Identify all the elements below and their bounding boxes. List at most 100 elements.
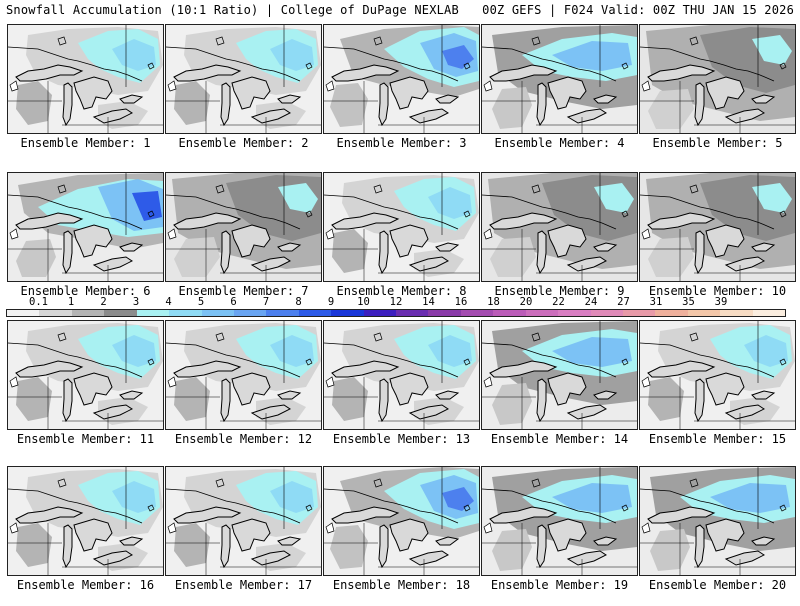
ensemble-member-panel: Ensemble Member: 17 — [165, 466, 322, 606]
scale-swatch — [493, 310, 526, 316]
scale-swatch — [687, 310, 721, 316]
scale-tick-label: 35 — [682, 296, 695, 308]
snowfall-map-svg — [324, 25, 479, 133]
snowfall-map-svg — [166, 25, 321, 133]
scale-tick-label: 6 — [230, 296, 237, 308]
ensemble-member-label: Ensemble Member: 6 — [20, 284, 151, 298]
snowfall-color-scale: 0.1 1 2 3 4 5 6 7 8 9 10 12 14 16 18 20 22 24 27 31 35 39 — [6, 296, 786, 318]
snowfall-map — [323, 172, 480, 282]
ensemble-member-label: Ensemble Member: 3 — [336, 136, 467, 150]
ensemble-member-label: Ensemble Member: 18 — [332, 578, 471, 592]
scale-swatch — [266, 310, 299, 316]
ensemble-member-label: Ensemble Member: 10 — [648, 284, 787, 298]
ensemble-member-panel: Ensemble Member: 16 — [7, 466, 164, 606]
ensemble-member-panel: Ensemble Member: 10 — [639, 172, 796, 312]
ensemble-member-label: Ensemble Member: 17 — [174, 578, 313, 592]
scale-swatch — [558, 310, 591, 316]
ensemble-member-panel: Ensemble Member: 4 — [481, 24, 638, 164]
snowfall-map — [165, 466, 322, 576]
ensemble-member-panel: Ensemble Member: 11 — [7, 320, 164, 460]
scale-swatch — [752, 310, 786, 316]
ensemble-member-panel: Ensemble Member: 1 — [7, 24, 164, 164]
scale-swatch — [104, 310, 137, 316]
ensemble-member-panel: Ensemble Member: 2 — [165, 24, 322, 164]
scale-swatch — [233, 310, 267, 316]
scale-swatch — [396, 310, 429, 316]
scale-swatch — [7, 310, 40, 316]
scale-tick-label: 7 — [262, 296, 270, 308]
ensemble-member-label: Ensemble Member: 12 — [174, 432, 313, 446]
snowfall-map-svg — [8, 321, 163, 429]
ensemble-member-label: Ensemble Member: 5 — [652, 136, 783, 150]
ensemble-member-panel: Ensemble Member: 13 — [323, 320, 480, 460]
ensemble-member-panel: Ensemble Member: 6 — [7, 172, 164, 312]
ensemble-member-label: Ensemble Member: 13 — [332, 432, 471, 446]
ensemble-member-label: Ensemble Member: 8 — [336, 284, 467, 298]
snowfall-map — [323, 24, 480, 134]
scale-tick-labels: 0.1 1 2 3 4 5 6 7 8 9 10 12 14 16 18 20 22 24 27 31 35 39 — [6, 296, 786, 308]
snowfall-map — [165, 320, 322, 430]
snowfall-map — [165, 172, 322, 282]
scale-tick-label: 1 — [67, 296, 75, 308]
ensemble-member-panel: Ensemble Member: 8 — [323, 172, 480, 312]
ensemble-member-label: Ensemble Member: 9 — [494, 284, 625, 298]
scale-swatch — [590, 310, 624, 316]
scale-tick-label: 31 — [649, 296, 663, 308]
ensemble-member-panel: Ensemble Member: 14 — [481, 320, 638, 460]
snowfall-map-svg — [640, 467, 795, 575]
scale-swatch — [623, 310, 656, 316]
chart-title-left: Snowfall Accumulation (10:1 Ratio) | Col… — [6, 3, 459, 17]
scale-swatch — [39, 310, 72, 316]
scale-tick-label: 0.1 — [29, 296, 48, 308]
snowfall-map — [481, 320, 638, 430]
snowfall-map — [639, 320, 796, 430]
snowfall-map-svg — [482, 25, 637, 133]
snowfall-map — [481, 466, 638, 576]
ensemble-member-label: Ensemble Member: 16 — [16, 578, 155, 592]
scale-tick-label: 10 — [357, 296, 370, 308]
scale-tick-label: 3 — [132, 296, 140, 308]
ensemble-member-panel: Ensemble Member: 5 — [639, 24, 796, 164]
ensemble-member-label: Ensemble Member: 1 — [20, 136, 151, 150]
snowfall-map-svg — [640, 25, 795, 133]
scale-swatch — [71, 310, 105, 316]
snowfall-map-svg — [8, 467, 163, 575]
scale-swatch — [460, 310, 494, 316]
scale-tick-label: 9 — [327, 296, 335, 308]
scale-tick-label: 27 — [617, 296, 630, 308]
ensemble-member-label: Ensemble Member: 4 — [494, 136, 625, 150]
snowfall-map-svg — [482, 173, 637, 281]
scale-swatch — [169, 310, 202, 316]
ensemble-member-label: Ensemble Member: 20 — [648, 578, 787, 592]
scale-swatch — [363, 310, 397, 316]
scale-swatch — [136, 310, 170, 316]
scale-swatch — [720, 310, 753, 316]
snowfall-map — [7, 24, 164, 134]
snowfall-map — [323, 466, 480, 576]
snowfall-map-svg — [8, 173, 163, 281]
scale-tick-label: 4 — [165, 296, 172, 308]
snowfall-map — [639, 172, 796, 282]
snowfall-map-svg — [482, 321, 637, 429]
snowfall-map — [481, 24, 638, 134]
scale-swatch — [331, 310, 364, 316]
scale-tick-label: 2 — [100, 296, 107, 308]
chart-title-right: 00Z GEFS | F024 Valid: 00Z THU JAN 15 20… — [482, 3, 794, 17]
snowfall-map — [639, 24, 796, 134]
ensemble-member-panel: Ensemble Member: 19 — [481, 466, 638, 606]
snowfall-map-svg — [166, 173, 321, 281]
snowfall-map-svg — [324, 467, 479, 575]
scale-tick-label: 22 — [552, 296, 565, 308]
ensemble-member-panel: Ensemble Member: 7 — [165, 172, 322, 312]
ensemble-member-panel: Ensemble Member: 18 — [323, 466, 480, 606]
snowfall-map — [7, 320, 164, 430]
ensemble-member-panel: Ensemble Member: 9 — [481, 172, 638, 312]
scale-tick-label: 12 — [389, 296, 403, 308]
snowfall-map-svg — [324, 173, 479, 281]
scale-tick-label: 14 — [422, 296, 435, 308]
snowfall-map-svg — [482, 467, 637, 575]
ensemble-member-label: Ensemble Member: 14 — [490, 432, 629, 446]
snowfall-map — [481, 172, 638, 282]
snowfall-map-svg — [166, 467, 321, 575]
scale-tick-label: 24 — [584, 296, 598, 308]
